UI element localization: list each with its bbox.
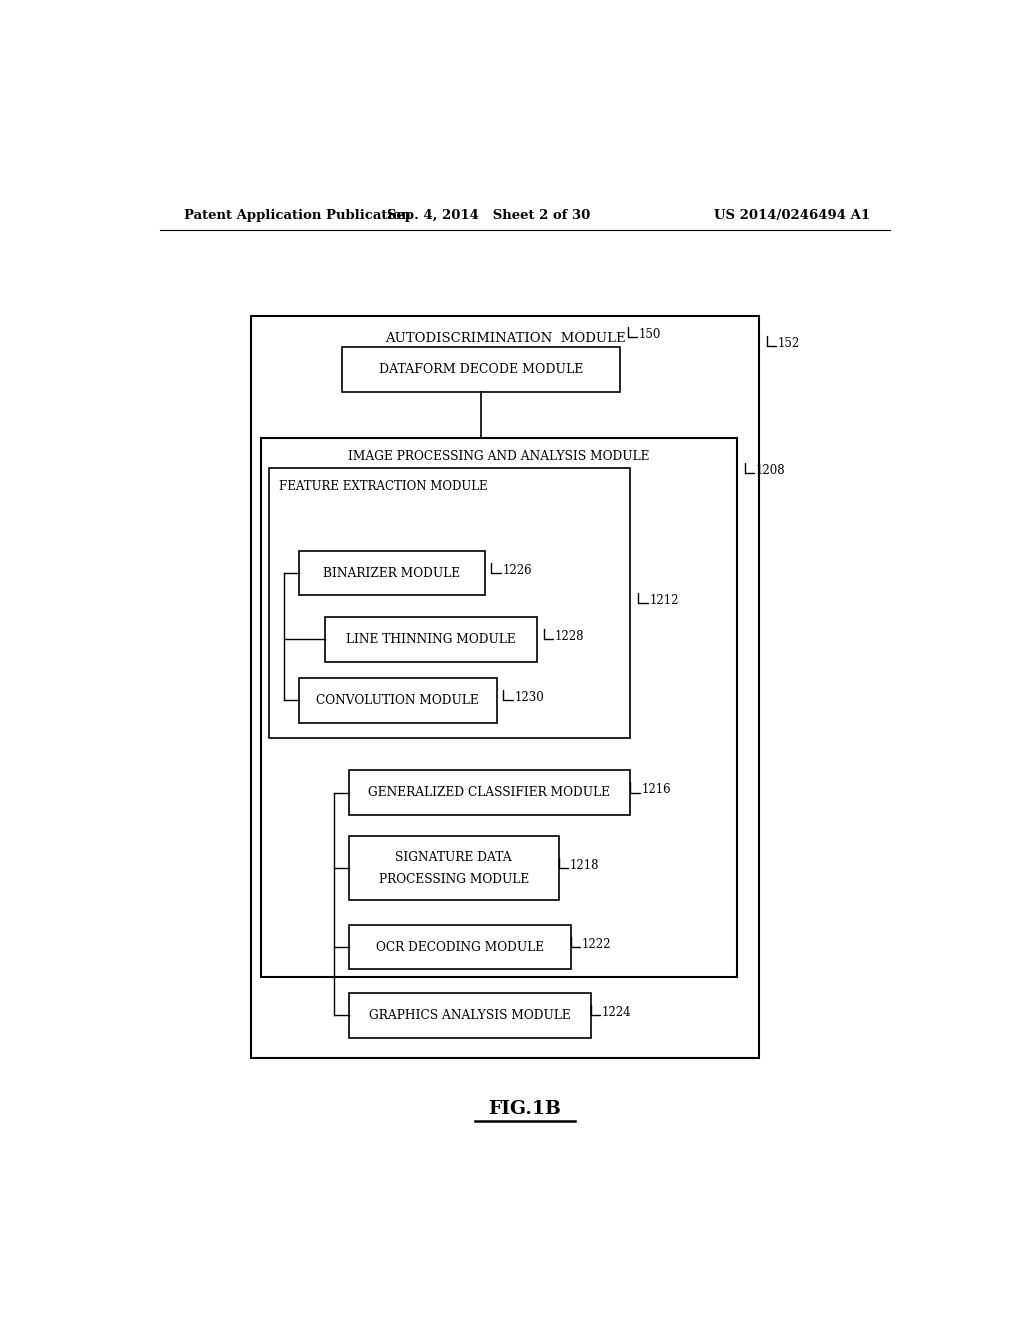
Text: 152: 152 bbox=[778, 337, 800, 350]
Text: IMAGE PROCESSING AND ANALYSIS MODULE: IMAGE PROCESSING AND ANALYSIS MODULE bbox=[348, 450, 649, 463]
Text: BINARIZER MODULE: BINARIZER MODULE bbox=[324, 566, 461, 579]
Text: OCR DECODING MODULE: OCR DECODING MODULE bbox=[376, 941, 544, 953]
Text: 1218: 1218 bbox=[570, 859, 599, 871]
Text: PROCESSING MODULE: PROCESSING MODULE bbox=[379, 873, 529, 886]
Bar bbox=[260, 438, 736, 977]
Text: GENERALIZED CLASSIFIER MODULE: GENERALIZED CLASSIFIER MODULE bbox=[369, 787, 610, 799]
Bar bbox=[348, 837, 559, 900]
Text: FIG.1B: FIG.1B bbox=[488, 1100, 561, 1118]
Text: 1230: 1230 bbox=[514, 690, 544, 704]
Bar bbox=[348, 925, 570, 969]
Text: 1228: 1228 bbox=[555, 630, 585, 643]
Text: LINE THINNING MODULE: LINE THINNING MODULE bbox=[346, 632, 516, 645]
Bar bbox=[251, 315, 759, 1057]
Bar bbox=[299, 550, 485, 595]
Text: DATAFORM DECODE MODULE: DATAFORM DECODE MODULE bbox=[379, 363, 584, 376]
Bar bbox=[348, 993, 591, 1038]
Text: 1216: 1216 bbox=[641, 783, 671, 796]
Text: AUTODISCRIMINATION  MODULE: AUTODISCRIMINATION MODULE bbox=[385, 331, 626, 345]
Text: CONVOLUTION MODULE: CONVOLUTION MODULE bbox=[316, 693, 479, 706]
Text: US 2014/0246494 A1: US 2014/0246494 A1 bbox=[714, 209, 870, 222]
Text: 1224: 1224 bbox=[602, 1006, 632, 1019]
Text: 150: 150 bbox=[639, 327, 662, 341]
Text: 1212: 1212 bbox=[649, 594, 679, 606]
Text: GRAPHICS ANALYSIS MODULE: GRAPHICS ANALYSIS MODULE bbox=[369, 1008, 570, 1022]
Text: SIGNATURE DATA: SIGNATURE DATA bbox=[395, 851, 512, 865]
Text: Sep. 4, 2014   Sheet 2 of 30: Sep. 4, 2014 Sheet 2 of 30 bbox=[387, 209, 591, 222]
Text: Patent Application Publication: Patent Application Publication bbox=[183, 209, 411, 222]
Bar bbox=[342, 347, 621, 392]
Bar bbox=[299, 677, 497, 722]
Text: 1222: 1222 bbox=[582, 937, 611, 950]
Text: 1208: 1208 bbox=[756, 463, 785, 477]
Bar bbox=[348, 771, 631, 814]
Text: 1226: 1226 bbox=[503, 564, 532, 577]
Text: FEATURE EXTRACTION MODULE: FEATURE EXTRACTION MODULE bbox=[279, 480, 487, 494]
Bar bbox=[269, 469, 631, 738]
Bar bbox=[325, 616, 538, 661]
